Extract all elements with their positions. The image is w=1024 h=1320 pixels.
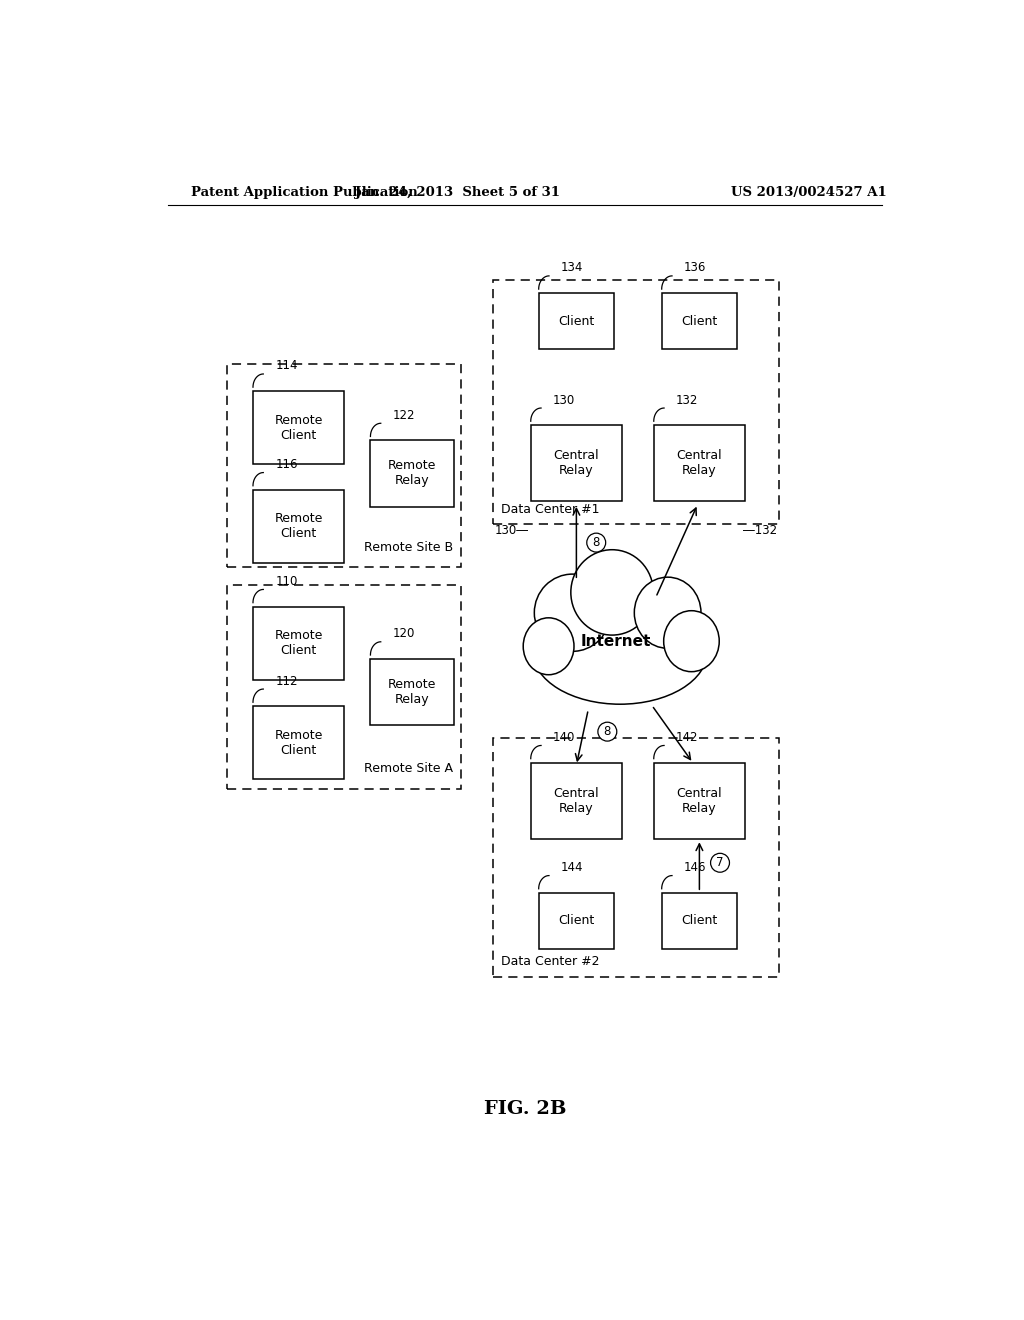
Text: 144: 144	[561, 861, 584, 874]
Bar	[253, 607, 344, 680]
Ellipse shape	[523, 618, 574, 675]
Text: Data Center #2: Data Center #2	[501, 956, 599, 969]
Ellipse shape	[535, 574, 610, 651]
Bar	[371, 659, 454, 725]
Bar	[253, 706, 344, 779]
Text: 130―: 130―	[495, 524, 528, 537]
Bar	[662, 293, 737, 348]
Text: 134: 134	[561, 261, 584, 275]
Ellipse shape	[664, 611, 719, 672]
Text: 8: 8	[603, 725, 611, 738]
Bar	[539, 892, 614, 949]
Text: Central
Relay: Central Relay	[554, 449, 599, 478]
Text: Client: Client	[558, 314, 595, 327]
Ellipse shape	[664, 611, 719, 672]
Text: 112: 112	[275, 675, 298, 688]
Bar	[530, 763, 622, 840]
Text: 142: 142	[676, 731, 698, 744]
Text: Central
Relay: Central Relay	[677, 787, 722, 814]
Text: 130: 130	[553, 393, 575, 407]
Bar	[662, 892, 737, 949]
Text: 116: 116	[275, 458, 298, 471]
Ellipse shape	[570, 549, 653, 635]
Ellipse shape	[532, 598, 708, 704]
Ellipse shape	[523, 618, 574, 675]
Text: Central
Relay: Central Relay	[677, 449, 722, 478]
Bar	[494, 738, 779, 977]
Text: 110: 110	[275, 576, 298, 587]
Bar	[227, 364, 461, 568]
Text: Remote
Client: Remote Client	[274, 512, 323, 540]
Text: 132: 132	[676, 393, 698, 407]
Text: Client: Client	[681, 314, 718, 327]
Text: Internet: Internet	[581, 634, 651, 648]
Text: ―132: ―132	[743, 524, 777, 537]
Bar	[371, 441, 454, 507]
Text: Remote
Relay: Remote Relay	[388, 459, 436, 487]
Bar	[253, 391, 344, 465]
Text: Remote Site B: Remote Site B	[365, 541, 454, 554]
Text: 114: 114	[275, 359, 298, 372]
Bar	[653, 763, 745, 840]
Bar	[253, 490, 344, 562]
Ellipse shape	[634, 577, 701, 648]
Text: Central
Relay: Central Relay	[554, 787, 599, 814]
Text: Remote
Client: Remote Client	[274, 729, 323, 756]
Text: 120: 120	[392, 627, 415, 640]
Ellipse shape	[570, 549, 653, 635]
Text: Remote
Relay: Remote Relay	[388, 678, 436, 706]
Bar	[539, 293, 614, 348]
Text: FIG. 2B: FIG. 2B	[483, 1100, 566, 1118]
Bar	[227, 585, 461, 788]
Ellipse shape	[532, 598, 708, 704]
Text: Remote Site A: Remote Site A	[365, 763, 454, 775]
Text: US 2013/0024527 A1: US 2013/0024527 A1	[731, 186, 887, 199]
Text: Client: Client	[681, 915, 718, 927]
Text: Remote
Client: Remote Client	[274, 413, 323, 442]
Bar	[653, 425, 745, 502]
Text: 140: 140	[553, 731, 575, 744]
Text: Remote
Client: Remote Client	[274, 630, 323, 657]
Text: 7: 7	[716, 857, 724, 870]
Ellipse shape	[535, 574, 610, 651]
Ellipse shape	[634, 577, 701, 648]
Bar	[530, 425, 622, 502]
Text: 146: 146	[684, 861, 707, 874]
Text: 122: 122	[392, 409, 415, 422]
Text: Client: Client	[558, 915, 595, 927]
Text: 136: 136	[684, 261, 707, 275]
Text: Jan. 24, 2013  Sheet 5 of 31: Jan. 24, 2013 Sheet 5 of 31	[355, 186, 560, 199]
Text: 8: 8	[593, 536, 600, 549]
Text: Data Center #1: Data Center #1	[501, 503, 599, 516]
Text: Patent Application Publication: Patent Application Publication	[191, 186, 418, 199]
Bar	[494, 280, 779, 524]
